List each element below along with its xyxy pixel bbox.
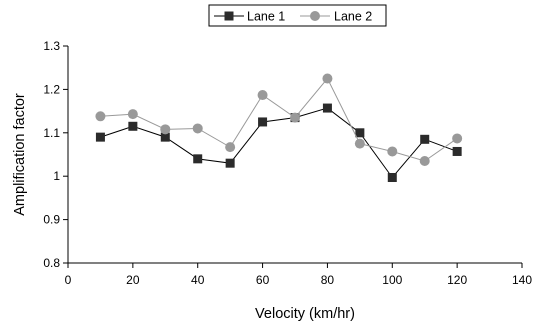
legend-marker-lane-2 <box>310 11 320 21</box>
data-point-circle <box>452 133 463 144</box>
y-tick-label: 1.2 <box>43 82 60 96</box>
y-tick-label: 0.8 <box>43 256 60 270</box>
data-point-circle <box>290 112 300 123</box>
legend-item-lane-2: Lane 2 <box>300 10 372 24</box>
axes: 0.8 0.9 1 1.1 1.2 1.3 0 20 40 60 80 100 120 140 <box>43 39 532 287</box>
data-point-square <box>322 103 332 113</box>
data-point-circle <box>95 111 106 122</box>
series-lane-2 <box>95 73 463 167</box>
x-tick-label: 120 <box>447 273 467 287</box>
data-point-circle <box>127 109 138 120</box>
data-point-square <box>387 173 397 183</box>
x-tick-label: 60 <box>256 273 270 287</box>
data-point-square <box>193 154 203 164</box>
y-tick-label: 1 <box>53 169 60 183</box>
x-axis-title: Velocity (km/hr) <box>255 306 355 322</box>
data-point-square <box>258 117 268 127</box>
x-tick-label: 20 <box>126 273 140 287</box>
legend-marker-lane-1 <box>224 11 234 21</box>
data-point-circle <box>354 138 365 149</box>
x-tick-label: 140 <box>512 273 532 287</box>
data-point-circle <box>257 90 268 101</box>
y-tick-label: 1.3 <box>43 39 60 53</box>
series-line <box>100 107 458 179</box>
x-ticks: 0 20 40 60 80 100 120 140 <box>65 263 532 287</box>
data-point-square <box>355 128 365 138</box>
data-point-circle <box>160 124 171 135</box>
x-tick-label: 0 <box>65 273 72 287</box>
series-lane-1 <box>95 103 462 183</box>
data-point-square <box>160 132 170 142</box>
y-axis-title: Amplification factor <box>12 93 28 216</box>
y-tick-label: 1.1 <box>43 126 60 140</box>
legend-label-lane-1: Lane 1 <box>247 10 285 24</box>
legend-item-lane-1: Lane 1 <box>214 10 285 24</box>
data-point-square <box>128 121 138 131</box>
x-tick-label: 80 <box>321 273 335 287</box>
data-point-circle <box>192 123 203 134</box>
legend: Lane 1 Lane 2 <box>208 4 387 27</box>
data-point-square <box>95 132 105 142</box>
data-point-circle <box>387 146 398 157</box>
series-line <box>100 77 458 162</box>
x-tick-label: 40 <box>191 273 205 287</box>
legend-label-lane-2: Lane 2 <box>334 10 372 24</box>
data-point-circle <box>419 156 430 167</box>
legend-box <box>208 4 387 27</box>
x-tick-label: 100 <box>382 273 402 287</box>
series-layer <box>95 73 463 183</box>
y-tick-label: 0.9 <box>43 213 60 227</box>
y-ticks: 0.8 0.9 1 1.1 1.2 1.3 <box>43 39 68 270</box>
data-point-square <box>420 134 430 144</box>
data-point-circle <box>225 142 236 153</box>
data-point-circle <box>322 73 333 84</box>
data-point-square <box>452 146 462 156</box>
data-point-square <box>225 158 235 168</box>
